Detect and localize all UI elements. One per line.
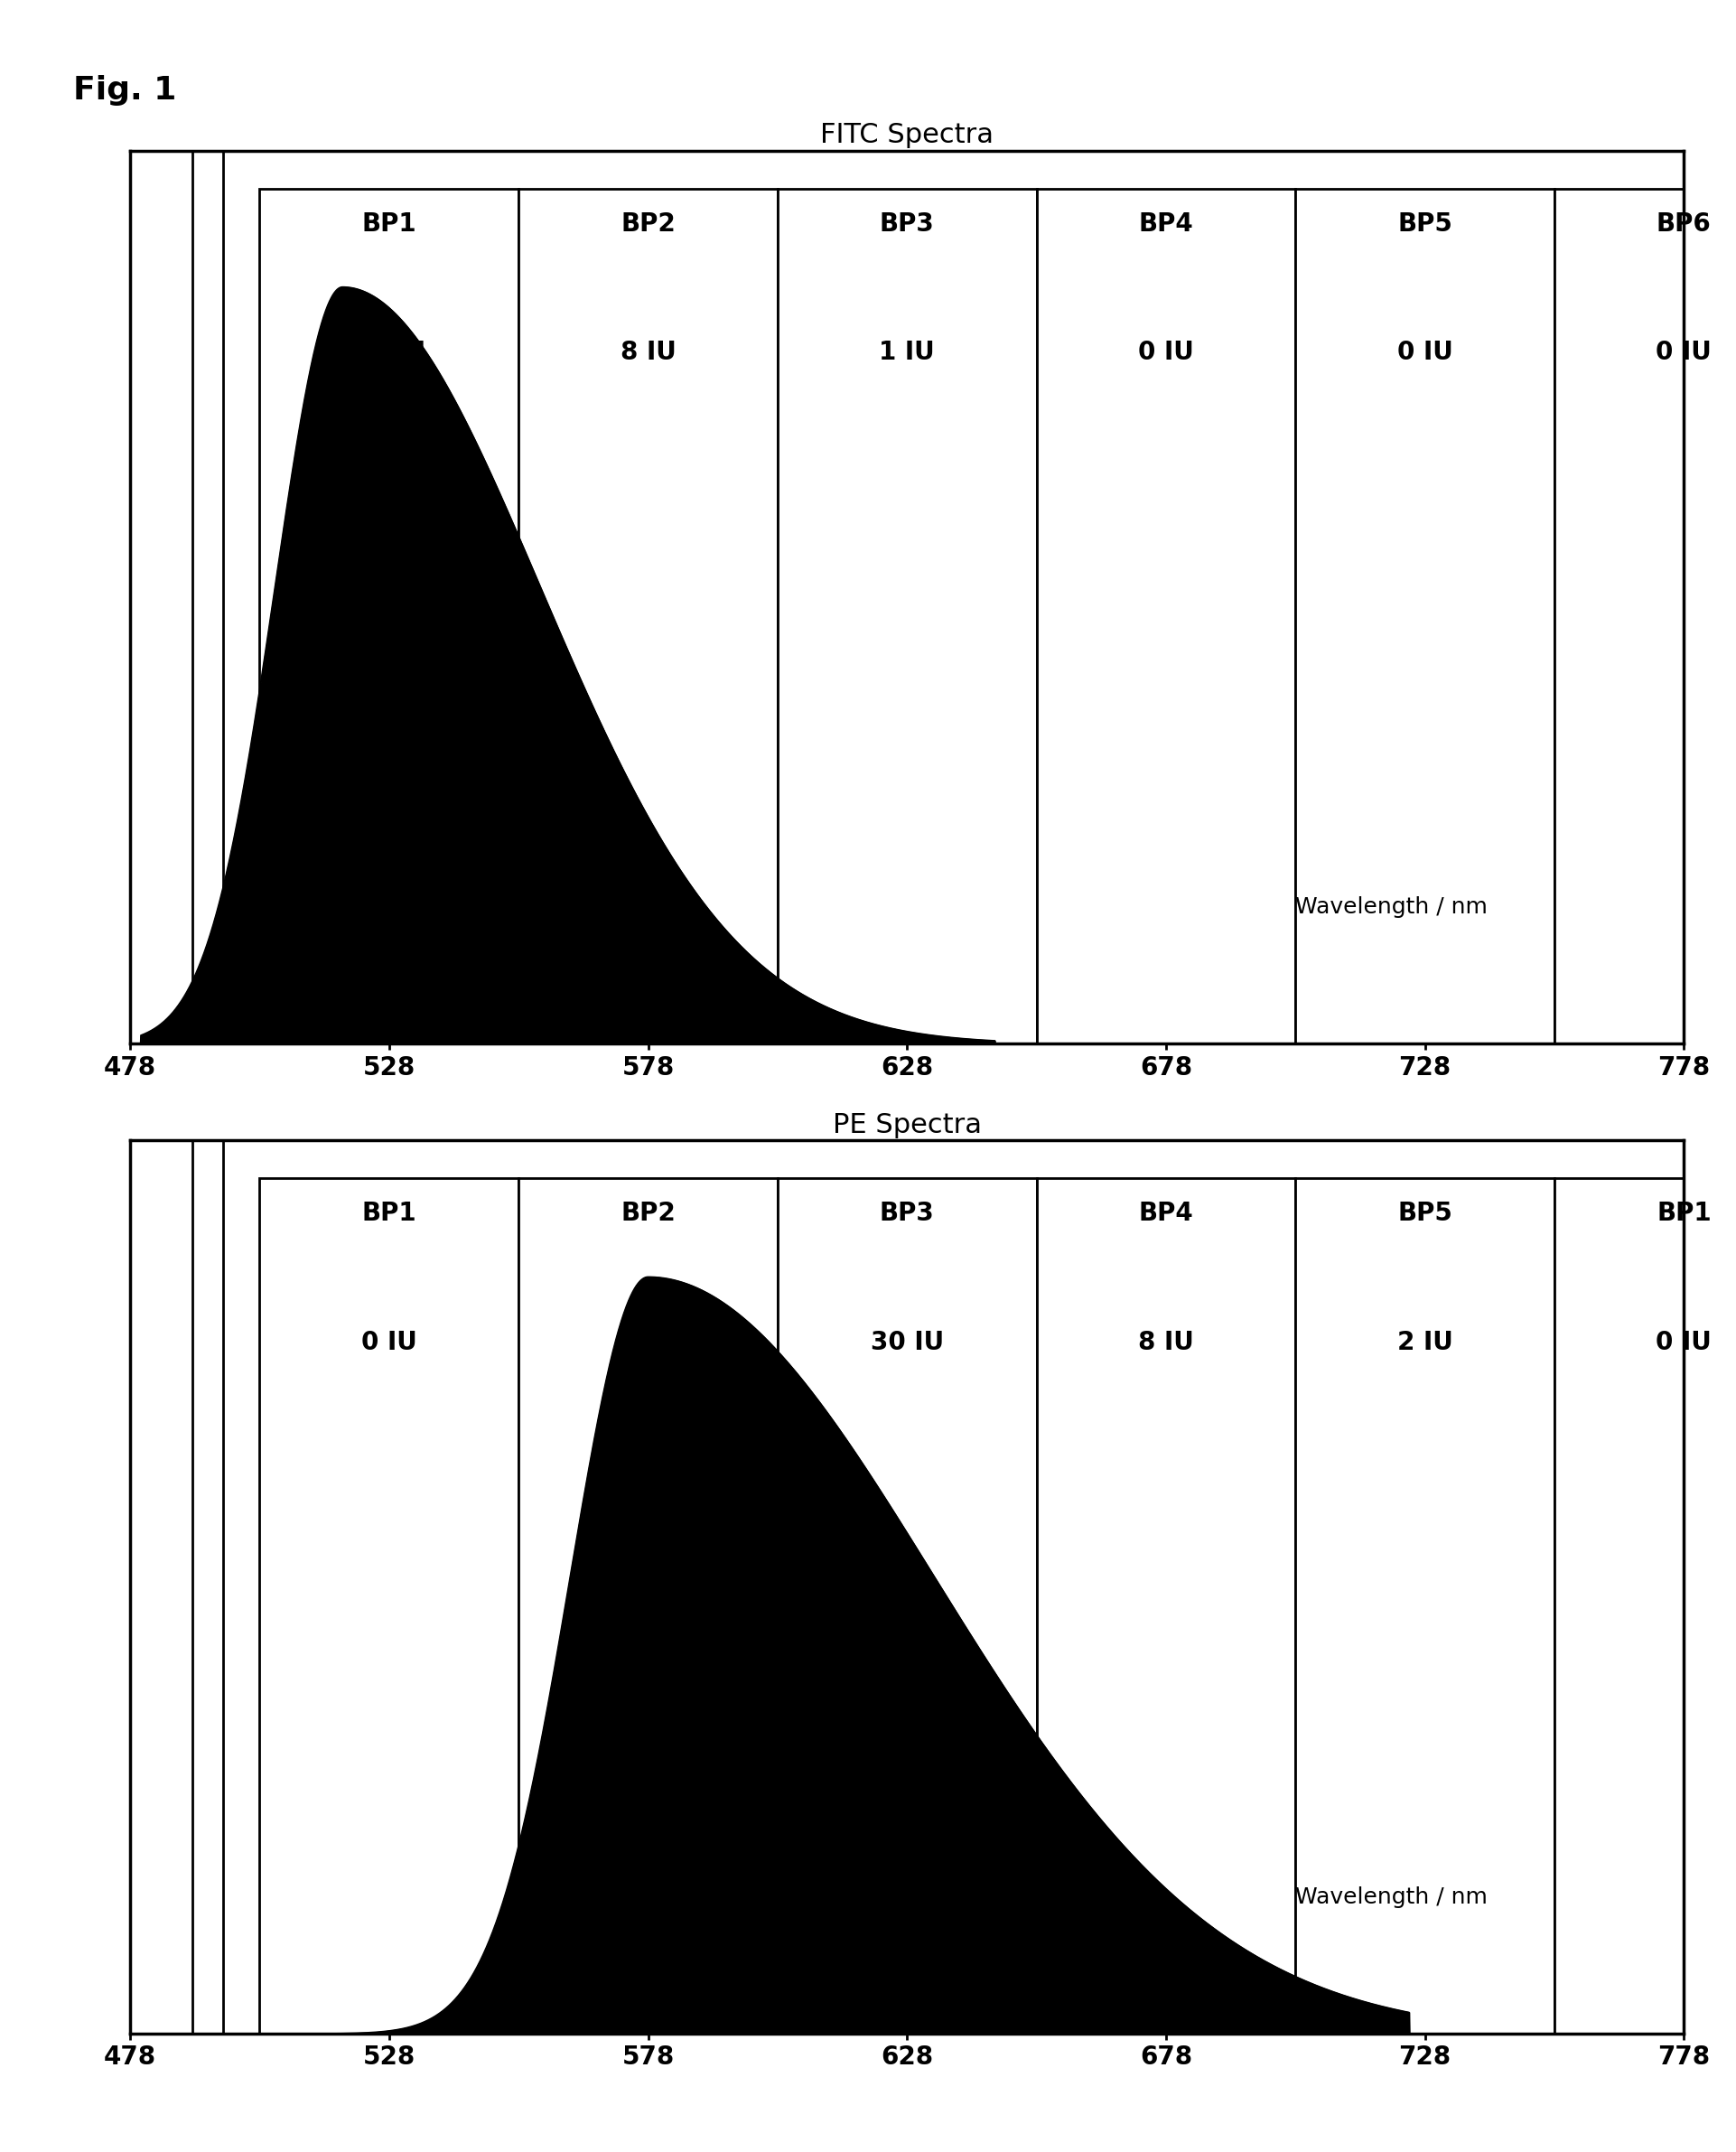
Title: FITC Spectra: FITC Spectra [821,123,993,148]
Text: 3 IU: 3 IU [620,1330,675,1356]
Text: BP4: BP4 [1139,211,1193,237]
Text: 0 IU: 0 IU [1656,1330,1712,1356]
Bar [1036,189,1295,1044]
Text: 0 IU: 0 IU [1397,340,1453,366]
Text: BP3: BP3 [880,1201,934,1227]
Text: Fig. 1: Fig. 1 [73,75,177,105]
Text: 30 IU: 30 IU [870,1330,944,1356]
Text: Wavelength / nm: Wavelength / nm [1295,897,1488,919]
Text: BP5: BP5 [1397,1201,1453,1227]
Text: Wavelength / nm: Wavelength / nm [1295,1887,1488,1909]
Bar [519,189,778,1044]
Text: 32 IU: 32 IU [352,340,425,366]
Text: 1 IU: 1 IU [878,340,936,366]
Text: BP3: BP3 [880,211,934,237]
Text: 0 IU: 0 IU [361,1330,417,1356]
Title: PE Spectra: PE Spectra [833,1113,981,1138]
Text: BP6: BP6 [1656,211,1712,237]
Bar [260,189,519,1044]
Text: BP5: BP5 [1397,211,1453,237]
Text: BP1: BP1 [361,211,417,237]
Bar [1036,1179,1295,2034]
Bar [778,1179,1036,2034]
Text: 8 IU: 8 IU [620,340,675,366]
Text: 0 IU: 0 IU [1139,340,1194,366]
Text: BP1: BP1 [1656,1201,1712,1227]
Text: BP4: BP4 [1139,1201,1193,1227]
Text: BP2: BP2 [621,211,675,237]
Text: 2 IU: 2 IU [1397,1330,1453,1356]
Text: BP1: BP1 [361,1201,417,1227]
Text: BP2: BP2 [621,1201,675,1227]
Text: 8 IU: 8 IU [1139,1330,1194,1356]
Bar [1295,1179,1554,2034]
Bar [519,1179,778,2034]
Bar [1554,189,1736,1044]
Bar [1554,1179,1736,2034]
Bar [1295,189,1554,1044]
Text: 0 IU: 0 IU [1656,340,1712,366]
Bar [778,189,1036,1044]
Bar [260,1179,519,2034]
